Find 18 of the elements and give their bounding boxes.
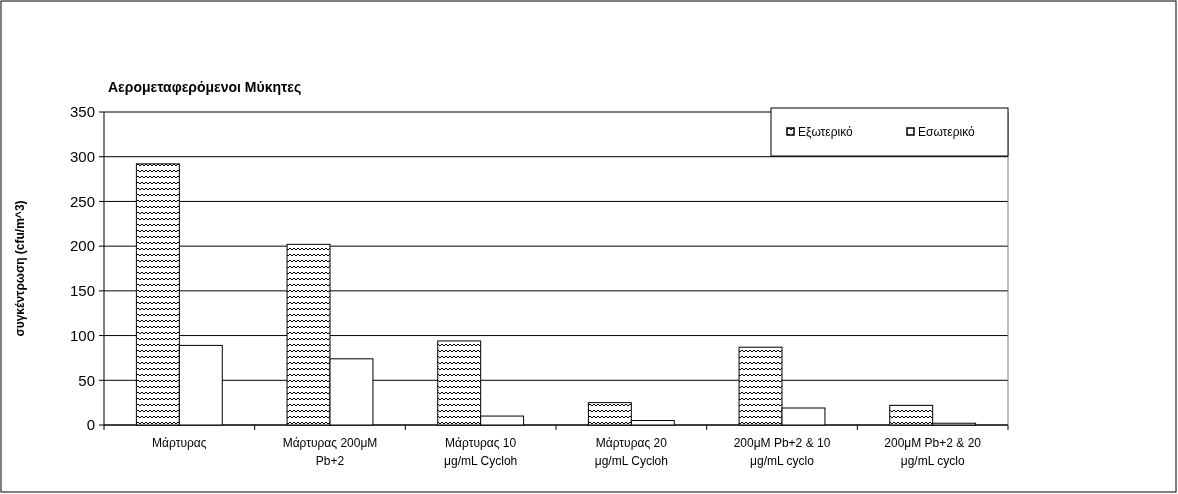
- y-tick-label: 200: [69, 237, 95, 255]
- y-tick-label: 300: [69, 147, 95, 165]
- y-tick-label: 50: [78, 371, 95, 389]
- x-tick-label: Μάρτυρας 10 μg/mL Cycloh: [444, 436, 518, 468]
- x-tick-label: 200μΜ Pb+2 & 20 μg/mL cyclo: [884, 436, 982, 468]
- x-tick-label: Μάρτυρας: [152, 436, 207, 450]
- y-axis-title: συγκέντρωση (cfu/m^3): [13, 200, 27, 337]
- y-tick-label: 100: [69, 326, 95, 344]
- x-tick-label: Μάρτυρας 200μΜ Pb+2: [282, 436, 378, 468]
- y-tick-label: 350: [69, 103, 95, 121]
- y-tick-label: 0: [86, 416, 95, 434]
- x-tick-label: Μάρτυρας 20 μg/mL Cycloh: [594, 436, 668, 468]
- y-tick-label: 250: [69, 192, 95, 210]
- y-tick-label: 150: [69, 282, 95, 300]
- legend-label: Εσωτερικό: [918, 125, 976, 140]
- legend-label: Εξωτερικό: [798, 125, 854, 140]
- x-tick-label: 200μΜ Pb+2 & 10 μg/mL cyclo: [733, 436, 831, 468]
- chart-title: Αερομεταφερόμενοι Μύκητες: [108, 79, 302, 95]
